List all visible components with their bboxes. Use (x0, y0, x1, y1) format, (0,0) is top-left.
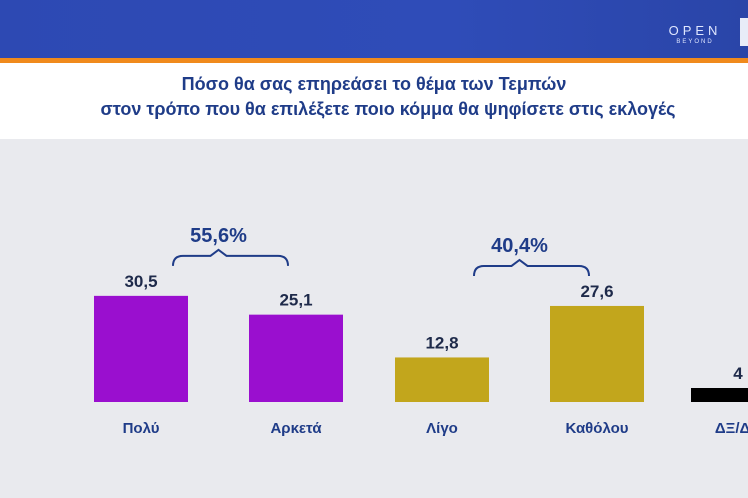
bar-3 (550, 305, 644, 402)
group-total-label: 55,6% (190, 225, 247, 247)
accent-line (0, 58, 748, 63)
group-bracket-1 (473, 258, 590, 276)
group-bracket-0 (172, 248, 289, 266)
top-bar (0, 0, 748, 58)
bar-0 (94, 295, 188, 402)
bar-4 (691, 388, 748, 402)
chart-subtitle: στον τρόπο που θα επιλέξετε ποιο κόμμα θ… (100, 99, 676, 119)
category-label: Λίγο (426, 420, 458, 437)
category-label: Πολύ (123, 420, 160, 437)
category-label: ΔΞ/ΔΑ (715, 420, 748, 437)
open-logo: OPEN BEYOND (660, 24, 730, 45)
logo-subtitle: BEYOND (676, 39, 714, 45)
bar-1 (249, 314, 343, 402)
bar-value-label: 25,1 (279, 291, 312, 310)
bar-2 (395, 357, 489, 402)
bar-value-label: 30,5 (124, 272, 157, 291)
category-label: Καθόλου (565, 420, 628, 437)
group-total-label: 40,4% (491, 235, 548, 257)
bar-value-label: 4 (733, 364, 743, 383)
title-band (0, 63, 748, 139)
chart-title: Πόσο θα σας επηρεάσει το θέμα των Τεμπών (181, 74, 567, 94)
bar-value-label: 12,8 (425, 333, 458, 352)
bar-value-label: 27,6 (580, 282, 613, 301)
logo-name: OPEN (668, 23, 722, 38)
category-label: Αρκετά (270, 420, 322, 437)
logo-box (740, 18, 748, 46)
